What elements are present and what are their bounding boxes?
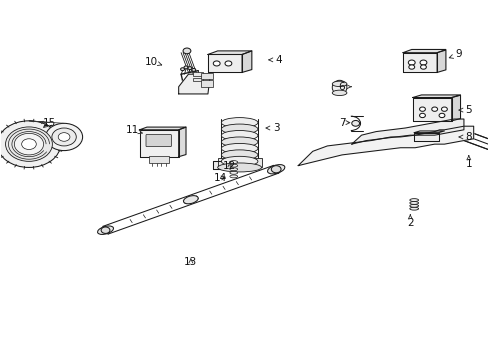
Circle shape (441, 107, 447, 111)
Bar (200, 73, 212, 79)
Circle shape (21, 139, 36, 149)
Ellipse shape (221, 131, 257, 140)
Bar (193, 78, 203, 81)
Ellipse shape (331, 81, 346, 87)
Text: 1: 1 (465, 156, 471, 169)
Text: 7: 7 (338, 118, 349, 128)
Circle shape (431, 107, 437, 111)
Polygon shape (451, 95, 460, 121)
Ellipse shape (221, 150, 257, 160)
Bar (149, 156, 168, 163)
Circle shape (183, 66, 187, 69)
Ellipse shape (229, 171, 237, 174)
Circle shape (407, 60, 414, 65)
Polygon shape (140, 130, 178, 157)
Polygon shape (212, 161, 232, 169)
Circle shape (271, 166, 281, 173)
Circle shape (180, 68, 184, 71)
Circle shape (14, 134, 43, 155)
Ellipse shape (221, 156, 257, 166)
Text: 15: 15 (43, 118, 56, 128)
Circle shape (408, 65, 414, 69)
Polygon shape (242, 51, 251, 72)
Polygon shape (412, 95, 460, 98)
Text: 14: 14 (213, 173, 226, 183)
Polygon shape (207, 54, 242, 72)
Polygon shape (412, 98, 451, 121)
Circle shape (420, 65, 426, 69)
Polygon shape (298, 126, 473, 166)
Circle shape (419, 107, 425, 111)
Circle shape (58, 133, 70, 141)
Polygon shape (413, 131, 444, 133)
Bar (200, 80, 212, 87)
Circle shape (419, 60, 426, 65)
Polygon shape (351, 119, 463, 144)
Ellipse shape (229, 168, 237, 171)
Polygon shape (178, 74, 210, 94)
Ellipse shape (409, 202, 418, 204)
Ellipse shape (229, 164, 237, 167)
Ellipse shape (221, 137, 257, 147)
Text: 4: 4 (268, 55, 282, 65)
Bar (217, 158, 261, 167)
Text: 10: 10 (145, 57, 162, 67)
Ellipse shape (229, 161, 237, 163)
FancyBboxPatch shape (146, 134, 171, 147)
Ellipse shape (409, 199, 418, 202)
Text: 11: 11 (125, 125, 142, 135)
Polygon shape (413, 133, 438, 140)
Circle shape (438, 113, 444, 118)
Text: 3: 3 (265, 123, 279, 133)
Circle shape (5, 127, 52, 161)
Polygon shape (140, 127, 185, 130)
Circle shape (213, 61, 220, 66)
Ellipse shape (331, 80, 346, 95)
Polygon shape (178, 127, 185, 157)
Circle shape (101, 227, 110, 233)
Text: 9: 9 (448, 49, 462, 59)
Text: 6: 6 (338, 82, 350, 92)
Circle shape (419, 113, 425, 118)
Bar (193, 72, 203, 76)
Circle shape (351, 121, 359, 126)
Ellipse shape (183, 195, 198, 204)
Polygon shape (436, 50, 445, 72)
Ellipse shape (98, 226, 113, 234)
Polygon shape (402, 49, 445, 53)
Circle shape (45, 123, 82, 150)
Polygon shape (207, 51, 251, 54)
Ellipse shape (409, 207, 418, 210)
Ellipse shape (221, 124, 257, 134)
Ellipse shape (229, 175, 237, 178)
Ellipse shape (217, 163, 261, 172)
Circle shape (0, 121, 61, 167)
Text: 2: 2 (406, 215, 413, 228)
Ellipse shape (221, 118, 257, 128)
Circle shape (187, 67, 191, 69)
Text: 13: 13 (184, 257, 197, 267)
Text: 8: 8 (458, 132, 471, 142)
Ellipse shape (267, 165, 285, 174)
Circle shape (191, 68, 195, 71)
Polygon shape (402, 53, 436, 72)
Ellipse shape (221, 143, 257, 153)
Text: 5: 5 (458, 105, 471, 115)
Text: 12: 12 (223, 161, 236, 171)
Circle shape (183, 48, 190, 54)
Ellipse shape (331, 90, 346, 95)
Circle shape (224, 61, 231, 66)
Ellipse shape (409, 204, 418, 207)
Circle shape (52, 128, 76, 146)
